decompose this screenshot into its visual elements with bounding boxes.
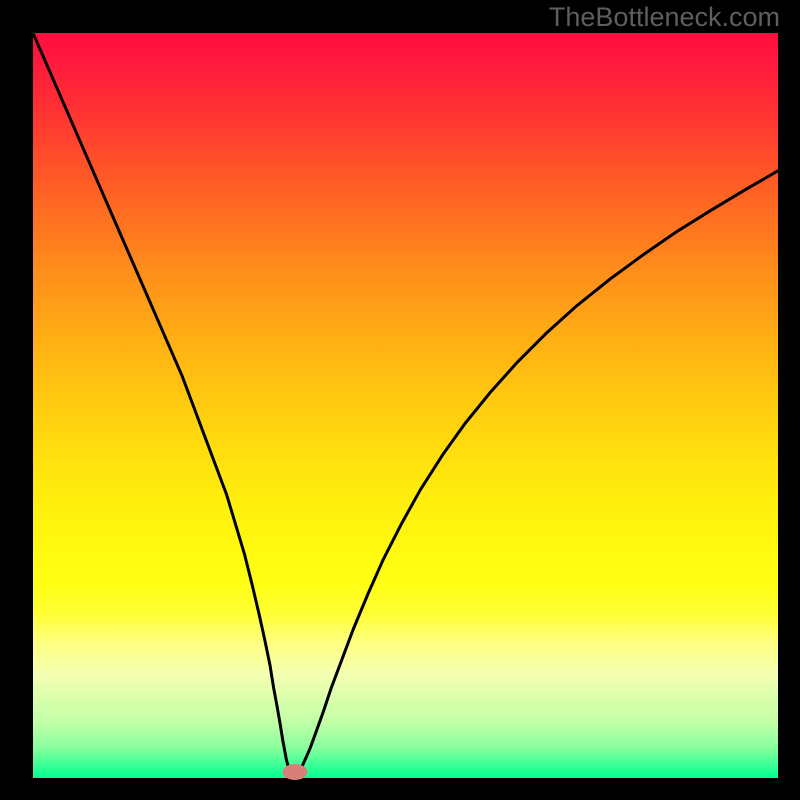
chart-frame: TheBottleneck.com bbox=[0, 0, 800, 800]
optimal-point-marker bbox=[283, 764, 308, 780]
watermark-text: TheBottleneck.com bbox=[549, 2, 780, 33]
bottleneck-curve bbox=[33, 33, 778, 778]
curve-path bbox=[33, 33, 778, 775]
plot-area bbox=[33, 33, 778, 778]
